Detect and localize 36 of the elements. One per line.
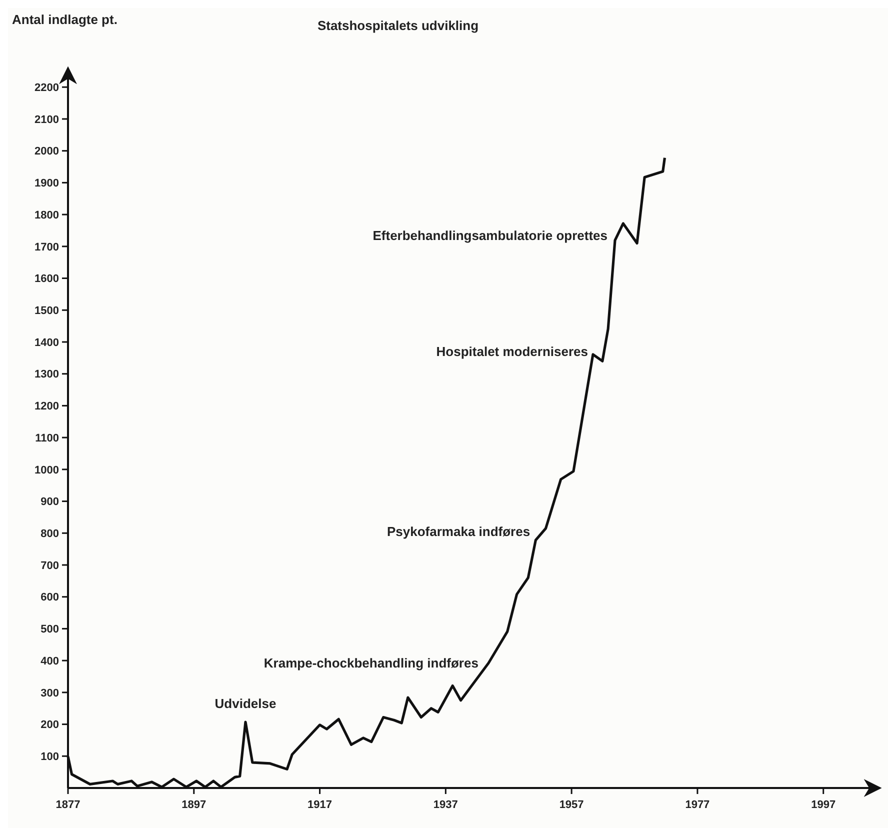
y-tick-label: 1800 [34, 209, 59, 222]
y-tick-label: 1200 [34, 400, 59, 413]
chart-title: Statshospitalets udvikling [317, 18, 479, 33]
y-tick-label: 900 [40, 496, 59, 508]
y-tick-label: 1300 [34, 368, 59, 381]
y-axis-title: Antal indlagte pt. [12, 12, 118, 27]
y-tick-label: 600 [40, 592, 59, 604]
x-tick-label: 1997 [811, 799, 836, 811]
y-tick-label: 1900 [34, 178, 59, 190]
x-tick-label: 1877 [56, 799, 80, 811]
annotation: Krampe-chockbehandling indføres [264, 656, 478, 671]
y-tick-label: 1400 [34, 336, 59, 349]
y-tick-label: 1000 [34, 464, 59, 476]
y-tick-label: 300 [40, 687, 59, 700]
y-tick-label: 400 [40, 655, 59, 668]
y-tick-label: 1600 [34, 273, 59, 286]
y-tick-label: 700 [40, 560, 59, 572]
annotation: Efterbehandlingsambulatorie oprettes [372, 228, 608, 243]
y-tick-label: 500 [40, 624, 59, 636]
annotation: Hospitalet moderniseres [436, 344, 588, 360]
annotation: Udvidelse [214, 696, 276, 712]
y-tick-label: 1700 [34, 241, 59, 254]
y-tick-label: 2200 [34, 82, 59, 94]
x-tick-label: 1977 [685, 799, 710, 811]
y-tick-label: 100 [40, 750, 59, 763]
x-tick-label: 1917 [308, 799, 332, 811]
annotation: Psykofarmaka indføres [387, 524, 530, 540]
y-tick-label: 1100 [35, 432, 59, 444]
y-tick-label: 2100 [34, 114, 59, 126]
y-tick-label: 1500 [34, 304, 59, 317]
x-tick-label: 1937 [433, 799, 458, 811]
x-tick-label: 1897 [182, 799, 206, 811]
y-tick-label: 200 [40, 719, 59, 732]
y-tick-label: 800 [40, 528, 59, 540]
y-tick-label: 2000 [34, 146, 59, 158]
x-tick-label: 1957 [559, 799, 584, 811]
